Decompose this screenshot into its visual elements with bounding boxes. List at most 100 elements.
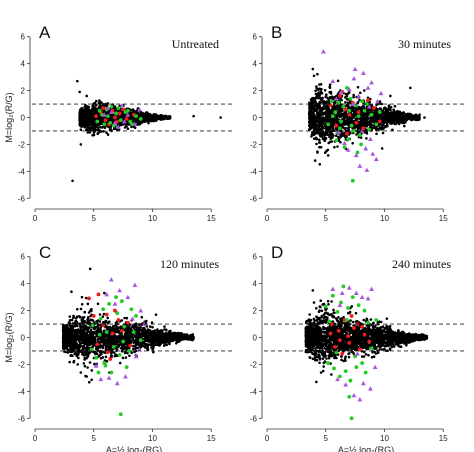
background-point: [365, 132, 369, 135]
background-point: [93, 106, 97, 109]
background-point: [87, 113, 91, 117]
background-point: [118, 361, 122, 365]
background-point: [410, 118, 413, 122]
data-point-triangle: [112, 120, 118, 125]
data-point: [339, 119, 343, 124]
background-point: [82, 316, 86, 319]
background-point: [347, 91, 351, 94]
background-point: [387, 104, 391, 107]
background-point: [328, 140, 332, 144]
background-point: [323, 89, 327, 92]
data-point-triangle: [352, 66, 358, 71]
background-point: [101, 126, 104, 129]
background-point: [308, 120, 312, 123]
background-point: [318, 121, 322, 124]
background-point: [124, 331, 128, 335]
y-tick-label: -6: [250, 194, 258, 203]
background-point: [413, 117, 416, 121]
background-point: [398, 116, 402, 120]
background-point: [393, 104, 397, 108]
y-tick-label: 2: [253, 87, 258, 96]
background-point: [106, 102, 109, 105]
background-point: [85, 109, 88, 113]
y-tick-label: -4: [250, 167, 258, 176]
data-point-triangle: [356, 93, 362, 98]
background-point: [83, 123, 87, 126]
background-point: [98, 123, 101, 126]
background-point: [135, 109, 139, 112]
y-tick-label: -4: [18, 167, 26, 176]
background-point: [320, 96, 324, 100]
data-point: [345, 131, 349, 136]
background-point: [405, 116, 408, 120]
background-point: [130, 351, 133, 355]
background-point: [94, 108, 98, 111]
background-point: [92, 133, 96, 137]
background-point: [72, 359, 76, 363]
background-point: [73, 324, 77, 327]
background-point: [146, 112, 150, 116]
background-point: [163, 328, 166, 331]
data-point: [366, 98, 370, 102]
y-tick-label: 4: [21, 60, 26, 69]
background-point: [326, 105, 329, 108]
data-point: [362, 108, 367, 113]
background-point: [320, 113, 323, 116]
background-point: [144, 117, 148, 120]
background-point: [128, 354, 131, 358]
background-point: [112, 351, 116, 354]
background-point: [79, 115, 82, 119]
background-point: [86, 128, 89, 131]
data-point: [134, 114, 138, 119]
data-point: [346, 137, 350, 141]
background-point: [84, 118, 88, 122]
background-point: [117, 128, 121, 132]
data-point: [315, 85, 318, 88]
y-tick-label: 4: [21, 280, 26, 289]
background-point: [333, 100, 337, 103]
background-point: [351, 141, 355, 145]
background-point: [148, 325, 152, 328]
data-point: [192, 114, 195, 118]
data-point: [374, 122, 379, 127]
background-point: [78, 122, 81, 126]
background-point: [328, 125, 332, 129]
background-point: [346, 127, 350, 130]
data-point: [109, 104, 114, 109]
background-point: [92, 102, 95, 105]
data-point-triangle: [351, 76, 357, 81]
background-point: [382, 111, 386, 115]
data-point: [85, 94, 88, 98]
background-point: [330, 108, 333, 112]
background-point: [80, 122, 84, 125]
data-point: [101, 106, 106, 110]
background-point: [338, 110, 341, 114]
background-point-cloud: [308, 72, 421, 166]
background-point: [387, 112, 391, 115]
background-point: [98, 340, 102, 344]
data-point-triangle: [132, 121, 138, 127]
data-point: [316, 151, 319, 154]
background-point: [360, 106, 363, 109]
y-tick-label: -2: [18, 140, 26, 149]
data-point: [326, 122, 330, 127]
data-point: [312, 74, 316, 78]
y-tick-label: -4: [18, 387, 26, 396]
background-point: [101, 356, 105, 359]
background-point: [87, 352, 91, 355]
data-point: [79, 128, 83, 131]
background-point: [109, 351, 113, 355]
background-point: [386, 124, 389, 128]
background-point: [105, 131, 108, 134]
background-point: [98, 130, 102, 133]
background-point: [95, 99, 98, 103]
background-point: [98, 102, 102, 106]
background-point: [319, 92, 322, 95]
background-point: [359, 91, 362, 95]
background-point: [389, 122, 392, 125]
background-point: [322, 107, 325, 111]
background-point: [95, 111, 99, 115]
background-point: [165, 116, 168, 120]
